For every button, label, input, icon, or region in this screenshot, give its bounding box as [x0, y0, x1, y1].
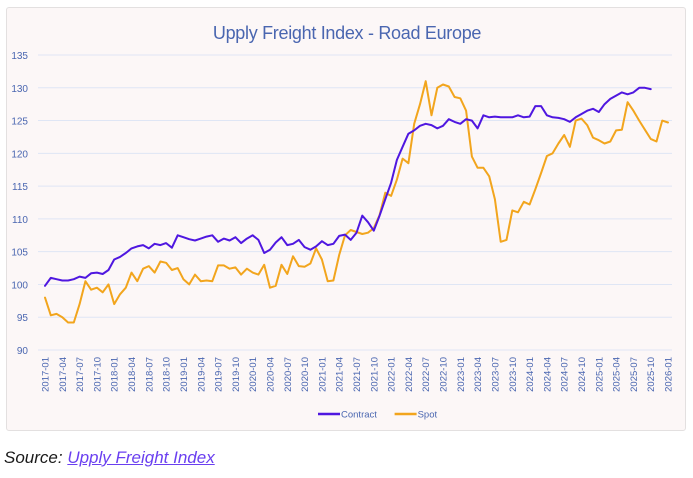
x-tick-label: 2025-04 — [612, 357, 623, 392]
x-tick-label: 2022-01 — [387, 357, 398, 392]
x-tick-label: 2024-07 — [560, 357, 571, 392]
series-line-contract — [44, 86, 652, 287]
y-tick-label: 125 — [11, 117, 28, 128]
x-tick-label: 2018-04 — [127, 357, 138, 392]
x-tick-label: 2024-04 — [542, 357, 553, 392]
x-tick-label: 2018-10 — [162, 357, 173, 392]
x-tick-label: 2023-01 — [456, 357, 467, 392]
x-tick-label: 2022-10 — [439, 357, 450, 392]
x-tick-label: 2025-01 — [594, 357, 605, 392]
x-tick-label: 2019-10 — [231, 357, 242, 392]
x-tick-label: 2021-04 — [335, 357, 346, 392]
x-tick-label: 2022-07 — [421, 357, 432, 392]
y-tick-label: 100 — [11, 280, 28, 291]
x-tick-label: 2017-01 — [41, 357, 52, 392]
y-tick-label: 115 — [12, 182, 28, 193]
x-tick-label: 2022-04 — [404, 357, 415, 392]
legend-label-contract: Contract — [341, 410, 377, 421]
x-tick-label: 2025-10 — [646, 357, 657, 392]
x-tick-label: 2021-01 — [317, 357, 328, 392]
x-tick-label: 2025-07 — [629, 357, 640, 392]
x-tick-label: 2023-04 — [473, 357, 484, 392]
y-tick-label: 95 — [17, 313, 29, 324]
x-tick-label: 2020-10 — [300, 357, 311, 392]
chart-title: Upply Freight Index - Road Europe — [212, 23, 482, 43]
y-tick-label: 130 — [11, 84, 28, 95]
x-tick-label: 2018-07 — [144, 357, 155, 392]
source-link[interactable]: Upply Freight Index — [67, 448, 215, 467]
y-tick-label: 120 — [11, 149, 28, 160]
x-tick-label: 2023-10 — [508, 357, 519, 392]
x-tick-label: 2020-01 — [248, 357, 259, 392]
legend-label-spot: Spot — [418, 410, 438, 421]
x-tick-label: 2020-07 — [283, 357, 294, 392]
x-tick-label: 2017-10 — [92, 357, 103, 392]
x-tick-label: 2019-07 — [214, 357, 225, 392]
x-tick-label: 2017-07 — [75, 357, 86, 392]
source-prefix: Source: — [4, 448, 68, 467]
x-tick-label: 2021-07 — [352, 357, 363, 392]
line-chart: 90 95 100 105 110 115 120 125 130 135 2017-01 2017-… — [11, 51, 675, 421]
y-tick-label: 105 — [11, 248, 28, 259]
x-tick-label: 2023-07 — [490, 357, 501, 392]
x-tick-label: 2026-01 — [664, 357, 675, 392]
y-tick-label: 135 — [11, 51, 28, 62]
source-caption: Source: Upply Freight Index — [4, 448, 215, 468]
y-tick-label: 110 — [12, 215, 28, 226]
x-tick-label: 2021-10 — [369, 357, 380, 392]
x-tick-label: 2024-01 — [525, 357, 536, 392]
x-tick-label: 2017-04 — [58, 357, 69, 392]
x-tick-label: 2019-01 — [179, 357, 190, 392]
y-tick-label: 90 — [17, 346, 29, 357]
x-tick-label: 2018-01 — [110, 357, 121, 392]
x-tick-label: 2019-04 — [196, 357, 207, 392]
x-tick-label: 2020-04 — [265, 357, 276, 392]
x-tick-label: 2024-10 — [577, 357, 588, 392]
